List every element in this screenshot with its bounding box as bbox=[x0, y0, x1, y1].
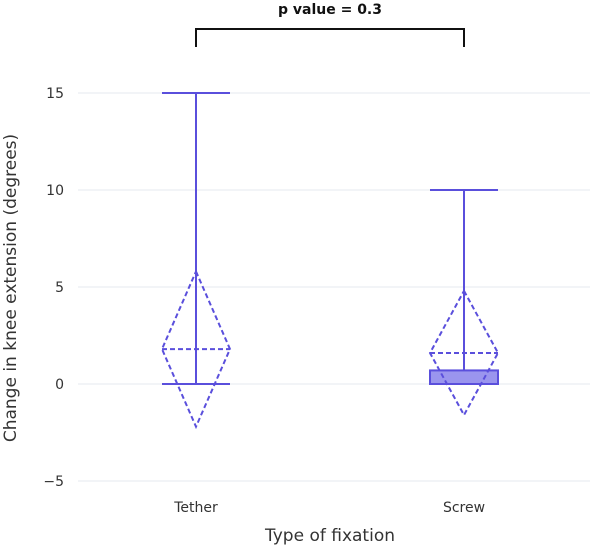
significance-annotation: p value = 0.3 bbox=[195, 2, 465, 47]
x-axis-title: Type of fixation bbox=[264, 526, 395, 546]
y-tick-labels: −5 0 5 10 15 bbox=[43, 86, 64, 490]
sd-diamond bbox=[428, 288, 500, 418]
y-tick-label: 5 bbox=[55, 280, 64, 296]
x-tick-label: Screw bbox=[443, 500, 485, 516]
significance-bracket bbox=[195, 28, 465, 47]
box-tether bbox=[160, 92, 232, 430]
x-tick-labels: Tether Screw bbox=[173, 500, 485, 516]
box-series bbox=[160, 92, 500, 430]
box-screw bbox=[428, 189, 500, 418]
gridlines bbox=[78, 92, 590, 482]
sd-diamond bbox=[160, 268, 232, 430]
p-value-label: p value = 0.3 bbox=[278, 2, 382, 18]
y-tick-label: 10 bbox=[46, 183, 64, 199]
x-tick-label: Tether bbox=[173, 500, 218, 516]
y-tick-label: 0 bbox=[55, 377, 64, 393]
y-tick-label: −5 bbox=[43, 474, 64, 490]
y-tick-label: 15 bbox=[46, 86, 64, 102]
y-axis-title: Change in knee extension (degrees) bbox=[1, 134, 21, 442]
